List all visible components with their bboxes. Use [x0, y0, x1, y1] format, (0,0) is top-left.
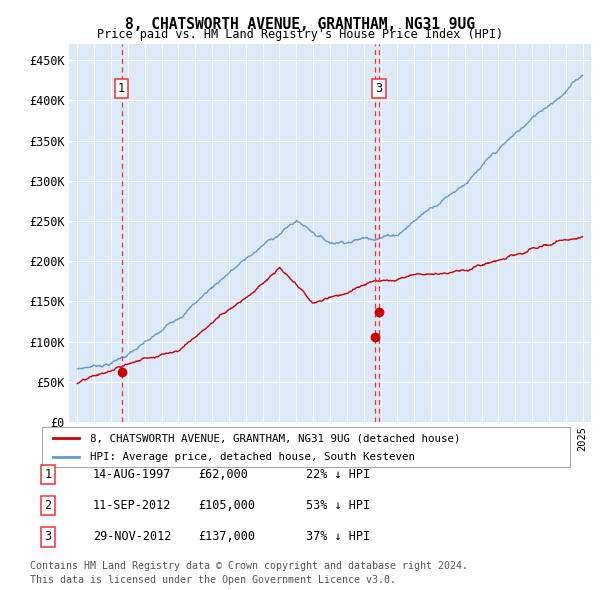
Text: 8, CHATSWORTH AVENUE, GRANTHAM, NG31 9UG (detached house): 8, CHATSWORTH AVENUE, GRANTHAM, NG31 9UG…: [89, 434, 460, 444]
Text: 1: 1: [118, 82, 125, 95]
Text: HPI: Average price, detached house, South Kesteven: HPI: Average price, detached house, Sout…: [89, 453, 415, 462]
Text: 8, CHATSWORTH AVENUE, GRANTHAM, NG31 9UG: 8, CHATSWORTH AVENUE, GRANTHAM, NG31 9UG: [125, 17, 475, 31]
Text: Price paid vs. HM Land Registry's House Price Index (HPI): Price paid vs. HM Land Registry's House …: [97, 28, 503, 41]
Text: 2: 2: [44, 499, 52, 512]
Text: 22% ↓ HPI: 22% ↓ HPI: [306, 468, 370, 481]
Text: 3: 3: [44, 530, 52, 543]
Text: 1: 1: [44, 468, 52, 481]
Text: 53% ↓ HPI: 53% ↓ HPI: [306, 499, 370, 512]
Text: 29-NOV-2012: 29-NOV-2012: [93, 530, 172, 543]
Text: 11-SEP-2012: 11-SEP-2012: [93, 499, 172, 512]
Text: 37% ↓ HPI: 37% ↓ HPI: [306, 530, 370, 543]
Text: This data is licensed under the Open Government Licence v3.0.: This data is licensed under the Open Gov…: [30, 575, 396, 585]
Text: Contains HM Land Registry data © Crown copyright and database right 2024.: Contains HM Land Registry data © Crown c…: [30, 561, 468, 571]
Text: £62,000: £62,000: [198, 468, 248, 481]
Text: 3: 3: [376, 82, 383, 95]
Text: £105,000: £105,000: [198, 499, 255, 512]
Text: 14-AUG-1997: 14-AUG-1997: [93, 468, 172, 481]
Text: £137,000: £137,000: [198, 530, 255, 543]
